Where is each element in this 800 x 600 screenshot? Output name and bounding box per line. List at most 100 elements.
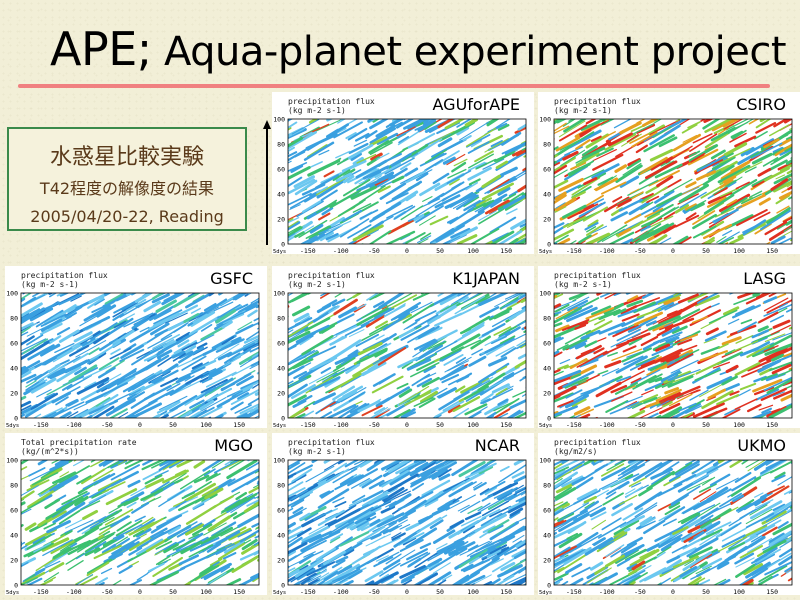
y-tick-label: 40 [543,532,551,540]
x-tick-label: 150 [766,421,778,428]
plot-frame [287,459,527,586]
y-unit-label: 5dys [273,423,286,428]
y-tick-label: 40 [543,191,551,199]
slide-title: APE; Aqua-planet experiment project [50,22,787,76]
variable-units: (kg m-2 s-1) [288,447,346,456]
panel-ncar: 100806040200-150-100-500501001505dys(deg… [272,433,534,595]
y-tick-label: 0 [14,582,18,590]
x-tick-label: -100 [333,588,349,595]
plot-frame [553,118,793,245]
info-line-2: T42程度の解像度の結果 [39,179,215,198]
precip-hovmoller-plot: 100806040200-150-100-500501001505dys(deg… [6,457,260,595]
variable-name: precipitation flux [288,438,375,447]
y-tick-label: 40 [10,365,18,373]
variable-name: precipitation flux [288,97,375,106]
y-unit-label: 5dys [539,249,552,254]
x-tick-label: 100 [200,421,212,428]
y-tick-label: 0 [281,415,285,423]
y-tick-label: 0 [547,241,551,249]
x-tick-label: -150 [33,421,49,428]
variable-units: (kg m-2 s-1) [554,280,612,289]
panel-lasg: 100806040200-150-100-500501001505dys(deg… [538,266,800,428]
x-tick-label: 100 [733,421,745,428]
x-tick-label: -100 [599,588,615,595]
y-unit-label: 5dys [273,590,286,595]
y-unit-label: 5dys [6,590,19,595]
precip-hovmoller-plot: 100806040200-150-100-500501001505dys(deg… [273,116,527,254]
y-tick-label: 80 [543,141,551,149]
x-tick-label: 100 [467,247,479,254]
x-tick-label: 50 [702,588,710,595]
x-tick-label: 150 [500,421,512,428]
variable-name: precipitation flux [21,271,108,280]
model-name-label: NCAR [474,436,520,455]
variable-units: (kg m-2 s-1) [288,106,346,115]
x-tick-label: 100 [733,588,745,595]
y-tick-label: 60 [543,507,551,515]
x-tick-label: 0 [671,588,675,595]
y-unit-label: 5dys [273,249,286,254]
x-tick-label: 50 [702,247,710,254]
model-name-label: LASG [743,269,786,288]
y-tick-label: 0 [547,415,551,423]
x-tick-label: -150 [300,247,316,254]
panel-gsfc: 100806040200-150-100-500501001505dys(deg… [5,266,267,428]
model-name-label: CSIRO [736,95,786,114]
x-tick-label: 100 [200,588,212,595]
x-tick-label: 100 [467,421,479,428]
precip-hovmoller-plot: 100806040200-150-100-500501001505dys(deg… [273,290,527,428]
variable-name: precipitation flux [554,438,641,447]
y-tick-label: 100 [273,457,285,465]
y-tick-label: 60 [277,340,285,348]
info-box: 水惑星比較実験 T42程度の解像度の結果 2005/04/20-22, Read… [7,127,247,231]
variable-units: (kg m-2 s-1) [21,280,79,289]
variable-name: precipitation flux [554,97,641,106]
model-name-label: MGO [214,436,253,455]
y-tick-label: 80 [10,482,18,490]
y-tick-label: 20 [277,216,285,224]
y-tick-label: 60 [10,507,18,515]
y-tick-label: 80 [10,315,18,323]
x-tick-label: 150 [500,247,512,254]
x-tick-label: 100 [467,588,479,595]
y-tick-label: 20 [277,557,285,565]
precip-hovmoller-plot: 100806040200-150-100-500501001505dys(deg… [6,290,260,428]
x-tick-label: -100 [599,247,615,254]
x-tick-label: 0 [405,247,409,254]
panel-variable-title: precipitation flux (kg m-2 s-1) [288,438,375,456]
x-tick-label: -150 [300,421,316,428]
panel-variable-title: precipitation flux (kg m-2 s-1) [288,97,375,115]
x-tick-label: -50 [634,421,646,428]
plot-frame [287,118,527,245]
model-name-label: UKMO [737,436,786,455]
precip-streaks [288,460,526,585]
y-tick-label: 20 [10,390,18,398]
precip-streaks [554,460,792,585]
y-tick-label: 40 [543,365,551,373]
y-tick-label: 60 [10,340,18,348]
y-tick-label: 100 [539,116,551,124]
x-tick-label: 50 [436,247,444,254]
x-tick-label: -150 [300,588,316,595]
x-tick-label: -100 [66,588,82,595]
x-tick-label: 0 [671,421,675,428]
x-tick-label: 150 [500,588,512,595]
plot-frame [20,292,260,419]
model-name-label: GSFC [210,269,253,288]
x-tick-label: 150 [766,588,778,595]
x-tick-label: 50 [169,421,177,428]
title-rest: Aqua-planet experiment project [151,29,787,75]
x-tick-label: -100 [333,421,349,428]
y-tick-label: 20 [543,557,551,565]
x-tick-label: 50 [702,421,710,428]
x-tick-label: 0 [138,421,142,428]
x-tick-label: 100 [733,247,745,254]
variable-units: (kg m-2 s-1) [288,280,346,289]
plot-frame [20,459,260,586]
panel-csiro: 100806040200-150-100-500501001505dys(deg… [538,92,800,254]
variable-units: (kg m-2 s-1) [554,106,612,115]
x-tick-label: -50 [634,588,646,595]
variable-name: precipitation flux [288,271,375,280]
panel-variable-title: Total precipitation rate (kg/(m^2*s)) [21,438,137,456]
y-tick-label: 60 [543,340,551,348]
